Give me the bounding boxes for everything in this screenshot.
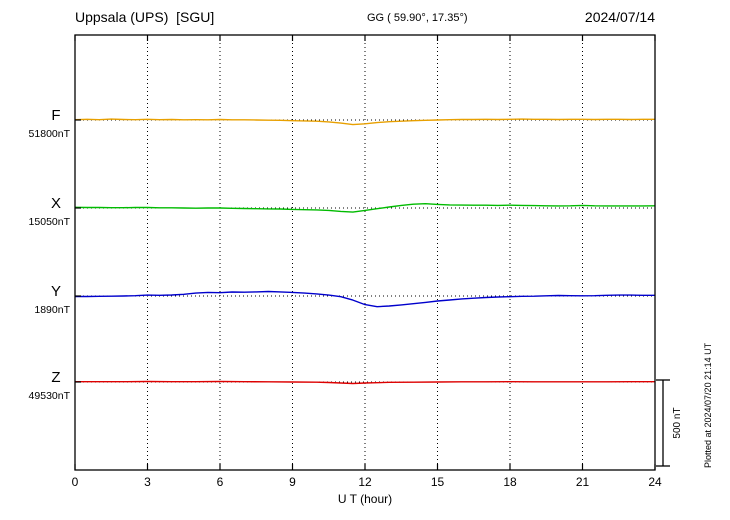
x-axis-label: U T (hour) bbox=[338, 492, 392, 506]
trace-Z bbox=[75, 380, 655, 385]
plot-frame bbox=[74, 34, 656, 471]
gridlines bbox=[147, 35, 583, 470]
series-letter-F: F bbox=[51, 107, 60, 124]
scale-bar-label: 500 nT bbox=[672, 407, 683, 438]
x-tick-label: 21 bbox=[576, 475, 590, 489]
series-baseline-value-F: 51800nT bbox=[29, 128, 71, 140]
series-baseline-value-Z: 49530nT bbox=[29, 390, 71, 402]
series-letter-X: X bbox=[51, 195, 61, 212]
series-baseline-value-Y: 1890nT bbox=[34, 304, 70, 316]
x-tick-label: 6 bbox=[217, 475, 224, 489]
station-title: Uppsala (UPS) [SGU] bbox=[75, 9, 215, 25]
plot-date: 2024/07/14 bbox=[584, 9, 655, 25]
plotted-at-note: Plotted at 2024/07/20 21:14 UT bbox=[703, 342, 713, 468]
x-tick-label: 18 bbox=[503, 475, 517, 489]
trace-Y bbox=[75, 290, 655, 308]
x-tick-label: 0 bbox=[72, 475, 79, 489]
axis-ticks bbox=[74, 35, 656, 470]
x-tick-label: 15 bbox=[431, 475, 445, 489]
series-letter-Z: Z bbox=[51, 369, 60, 386]
x-tick-label: 12 bbox=[358, 475, 372, 489]
trace-X bbox=[74, 202, 656, 213]
series-letter-Y: Y bbox=[51, 283, 61, 300]
x-tick-label: 3 bbox=[144, 475, 151, 489]
x-tick-label: 24 bbox=[648, 475, 662, 489]
series-labels: F 51800nT X 15050nT Y 1890nT Z 49530nT bbox=[29, 107, 71, 402]
traces bbox=[74, 118, 656, 385]
trace-F bbox=[74, 118, 655, 126]
geo-coordinates: GG ( 59.90°, 17.35°) bbox=[367, 12, 468, 24]
x-tick-labels: 0 3 6 9 12 15 18 21 24 bbox=[72, 475, 662, 489]
x-tick-label: 9 bbox=[289, 475, 296, 489]
scale-bar: 500 nT bbox=[656, 379, 683, 467]
series-baseline-value-X: 15050nT bbox=[29, 216, 71, 228]
